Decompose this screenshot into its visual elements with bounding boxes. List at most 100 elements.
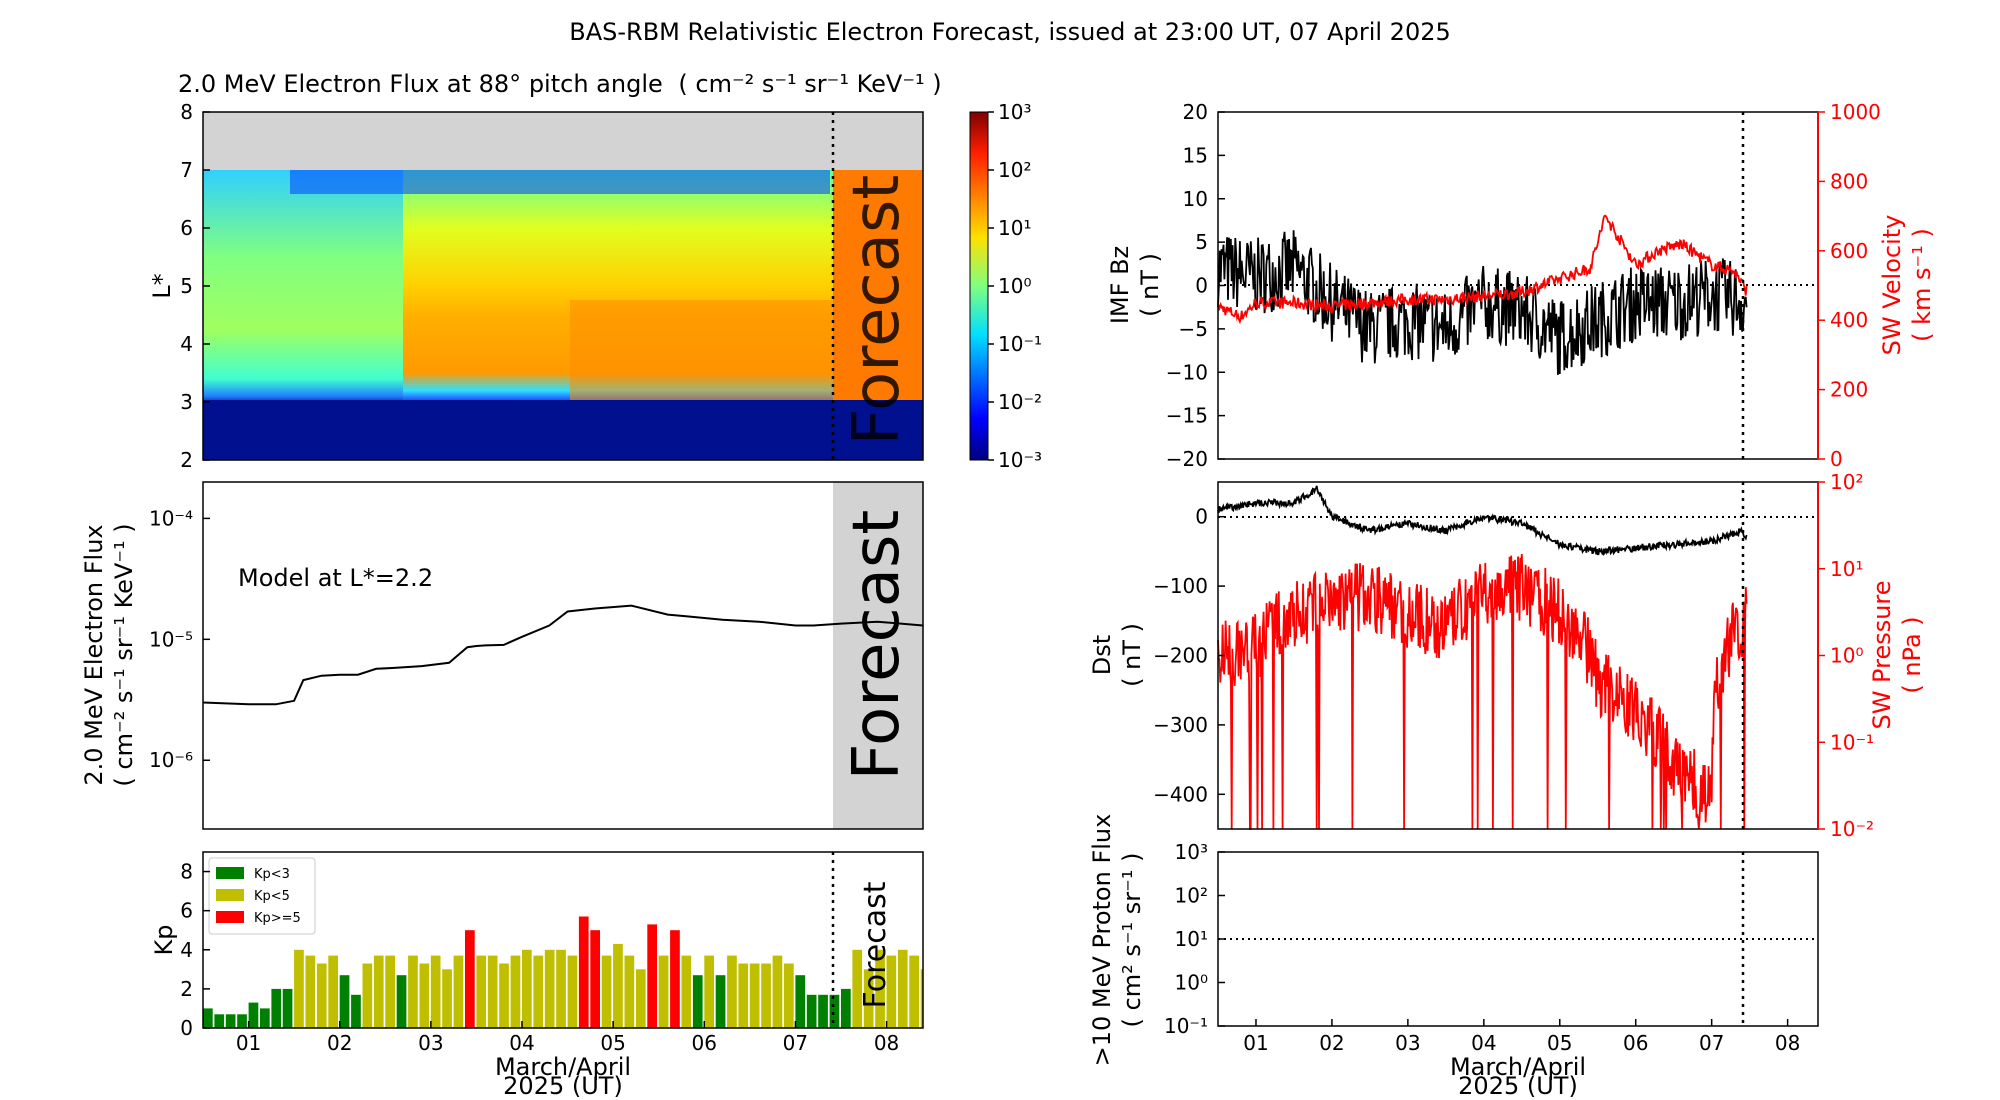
kp-bar <box>829 994 840 1028</box>
imf-panel: −20 −15 −10 −5 0 5 10 15 20 0 200 400 600 800 1000 IM… <box>1106 100 1936 471</box>
kp-bar <box>806 994 817 1028</box>
pressure-ytick-label: 10⁰ <box>1830 644 1863 668</box>
proton-ytick-label: 10¹ <box>1175 927 1208 951</box>
kp-bar <box>408 955 418 1028</box>
kp-bar <box>635 969 646 1028</box>
proton-xtick-label: 04 <box>1471 1031 1496 1055</box>
kp-bar <box>818 994 828 1028</box>
flux-forecast-label: Forecast <box>840 510 914 781</box>
colorbar-tick-label: 10³ <box>998 100 1031 124</box>
kp-bar <box>601 955 612 1028</box>
kp-bar <box>316 963 327 1028</box>
heatmap-ytick-label: 7 <box>180 158 193 182</box>
proton-xtick-label: 06 <box>1623 1031 1648 1055</box>
kp-bar <box>727 955 737 1028</box>
kp-bar <box>248 1002 259 1028</box>
dst-ylabel-line1: Dst <box>1088 635 1116 675</box>
colorbar-tick-label: 10⁻² <box>998 390 1042 414</box>
heatmap-ytick-label: 2 <box>180 448 193 472</box>
kp-legend-swatch-green <box>216 867 244 879</box>
kp-bar <box>510 955 521 1028</box>
kp-forecast-label: Forecast <box>858 881 893 1008</box>
kp-bar <box>590 930 600 1028</box>
kp-bar <box>214 1014 225 1028</box>
proton-xtick-label: 08 <box>1775 1031 1800 1055</box>
kp-bar <box>704 955 714 1028</box>
kp-bar <box>305 955 316 1028</box>
colorbar-tick-label: 10⁻¹ <box>998 332 1042 356</box>
kp-ytick-label: 2 <box>180 977 193 1001</box>
right-xlabel-line2: 2025 (UT) <box>1458 1072 1578 1100</box>
kp-legend: Kp<3 Kp<5 Kp>=5 <box>208 857 316 935</box>
pressure-ylabel-line2: ( nPa ) <box>1898 616 1926 693</box>
kp-legend-label-yellow: Kp<5 <box>254 889 290 904</box>
velocity-ytick-label: 400 <box>1830 308 1868 332</box>
flux-ytick-label: 10⁻⁶ <box>149 748 193 772</box>
flux-heatmap-panel: 2.0 MeV Electron Flux at 88° pitch angle… <box>148 70 1042 472</box>
kp-bar <box>373 955 384 1028</box>
kp-bar <box>920 969 923 1028</box>
imf-ytick-label: −5 <box>1179 317 1208 341</box>
imf-bz-line <box>1217 230 1748 375</box>
sw-velocity-line <box>1217 214 1748 325</box>
proton-panel: 10⁻¹ 10⁰ 10¹ 10² 10³ 01 02 03 04 05 06 07 08 >10 Me… <box>1088 814 1819 1100</box>
flux-ytick-label: 10⁻⁵ <box>149 627 193 651</box>
kp-bar <box>795 975 806 1028</box>
proton-ytick-label: 10⁰ <box>1175 971 1208 995</box>
kp-bar <box>294 949 304 1028</box>
kp-bar <box>339 975 350 1028</box>
kp-xtick-label: 06 <box>692 1031 717 1055</box>
kp-bar <box>556 949 566 1028</box>
heatmap-ytick-label: 3 <box>180 390 193 414</box>
kp-bar <box>715 975 726 1028</box>
proton-xtick-label: 07 <box>1699 1031 1724 1055</box>
kp-frame <box>202 851 924 1029</box>
kp-ytick-label: 4 <box>180 938 193 962</box>
no-data-region <box>203 112 923 170</box>
left-xlabel-line2: 2025 (UT) <box>503 1072 623 1100</box>
kp-xtick-label: 04 <box>509 1031 534 1055</box>
velocity-ytick-label: 600 <box>1830 239 1868 263</box>
kp-bar <box>499 963 509 1028</box>
kp-xtick-label: 01 <box>236 1031 261 1055</box>
kp-legend-label-green: Kp<3 <box>254 867 290 882</box>
kp-bar <box>681 955 692 1028</box>
imf-ytick-label: 20 <box>1183 100 1208 124</box>
imf-ytick-label: −15 <box>1166 404 1208 428</box>
flux-line <box>202 604 924 706</box>
heatmap-ytick-label: 8 <box>180 100 193 124</box>
proton-ytick-label: 10³ <box>1175 840 1208 864</box>
proton-xtick-label: 01 <box>1243 1031 1268 1055</box>
dst-ytick-label: −200 <box>1153 644 1208 668</box>
heatmap-ytick-label: 5 <box>180 274 193 298</box>
imf-ytick-label: 10 <box>1183 187 1208 211</box>
kp-bar <box>567 955 578 1028</box>
kp-bar <box>852 949 863 1028</box>
right-xlabel-line1: March/April <box>1450 1053 1586 1081</box>
kp-bar <box>670 930 680 1028</box>
kp-bar <box>476 955 487 1028</box>
colorbar-tick-label: 10² <box>998 158 1031 182</box>
kp-bar <box>328 955 338 1028</box>
heatmap-late-region <box>570 300 833 410</box>
sw-pressure-line <box>1217 553 1748 830</box>
proton-xtick-label: 05 <box>1547 1031 1572 1055</box>
pressure-ytick-label: 10⁻¹ <box>1830 730 1874 754</box>
kp-legend-swatch-yellow <box>216 889 244 901</box>
flux-ylabel-line1: 2.0 MeV Electron Flux <box>80 524 108 785</box>
kp-bar <box>522 949 532 1028</box>
imf-ytick-label: −10 <box>1166 360 1208 384</box>
proton-ytick-label: 10⁻¹ <box>1164 1014 1208 1038</box>
colorbar-tick-label: 10¹ <box>998 216 1031 240</box>
colorbar-tick-label: 10⁰ <box>998 274 1031 298</box>
kp-bar <box>544 949 555 1028</box>
heatmap-ytick-label: 4 <box>180 332 193 356</box>
kp-xtick-label: 02 <box>327 1031 352 1055</box>
kp-ylabel: Kp <box>150 925 178 956</box>
velocity-ylabel-line1: SW Velocity <box>1878 215 1906 356</box>
kp-bar <box>658 955 669 1028</box>
kp-bar <box>465 930 475 1028</box>
proton-xtick-label: 02 <box>1319 1031 1344 1055</box>
